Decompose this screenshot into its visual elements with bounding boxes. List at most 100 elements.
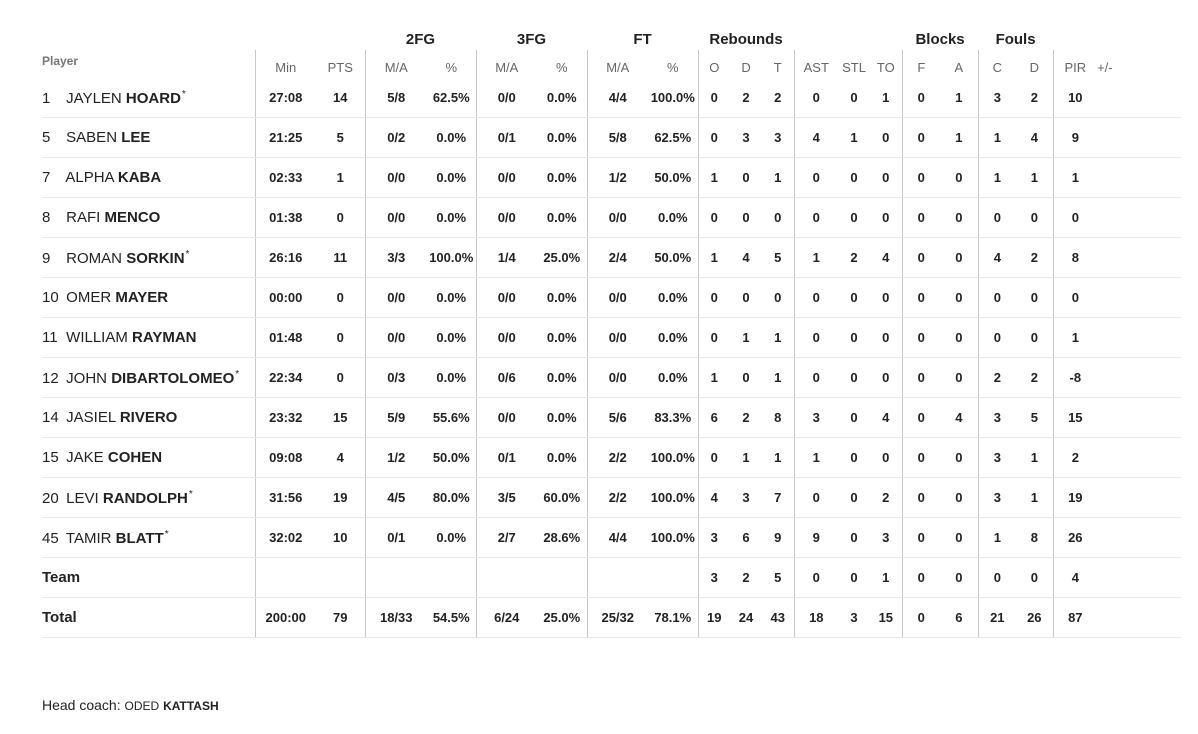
player-reb-t: 0: [762, 197, 795, 238]
player-last-name: MENCO: [104, 209, 161, 226]
player-number: 15: [42, 449, 59, 466]
player-pts: 1: [316, 157, 365, 198]
player-foul-c: 2: [977, 357, 1017, 398]
player-2fg-pct: 55.6%: [427, 397, 476, 438]
player-number: 11: [42, 329, 58, 346]
total-2fg-ma: 18/33: [364, 597, 427, 638]
player-pir: 10: [1052, 78, 1098, 118]
player-ast: 0: [793, 477, 839, 518]
player-ft-pct: 50.0%: [648, 157, 699, 198]
player-2fg-pct: 0.0%: [427, 357, 476, 398]
player-reb-d: 0: [730, 277, 763, 318]
player-ft-pct: 100.0%: [648, 437, 699, 478]
player-stl: 0: [838, 277, 871, 318]
player-foul-c: 3: [977, 437, 1017, 478]
player-reb-o: 4: [697, 477, 731, 518]
player-pir: 0: [1052, 197, 1098, 238]
player-plus-minus: [1097, 277, 1130, 318]
team-ast: 0: [793, 557, 839, 598]
player-last-name: RAYMAN: [132, 329, 197, 346]
player-reb-d: 2: [730, 397, 763, 438]
player-blk-f: 0: [901, 517, 941, 558]
col-ft-ma: M/A: [586, 50, 648, 78]
box-score-table: 2FG 3FG FT Rebounds Blocks Fouls Player …: [42, 28, 1182, 638]
col-foul-d: D: [1029, 59, 1039, 75]
player-reb-o: 1: [697, 237, 731, 278]
player-to: 0: [870, 117, 903, 158]
player-ft-ma: 5/8: [586, 117, 648, 158]
player-to: 2: [870, 477, 903, 518]
starter-marker: *: [181, 88, 186, 100]
player-ast: 0: [793, 157, 839, 198]
player-ft-ma: 5/6: [586, 397, 648, 438]
player-pir: 9: [1052, 117, 1098, 158]
player-foul-c: 3: [977, 397, 1017, 438]
player-reb-t: 1: [762, 317, 795, 358]
player-name: 45 TAMIR BLATT*: [42, 517, 255, 558]
player-reb-d: 0: [730, 357, 763, 398]
col-min: Min: [254, 50, 316, 78]
player-ft-ma: 1/2: [586, 157, 648, 198]
total-reb-d: 24: [730, 597, 763, 638]
player-row: 15 JAKE COHEN 09:08 4 1/2 50.0% 0/1 0.0% 2/2 100…: [42, 437, 1182, 478]
player-blk-f: 0: [901, 437, 941, 478]
player-pts: 15: [316, 397, 365, 438]
team-reb-t: 5: [762, 557, 795, 598]
player-blk-a: 0: [940, 157, 979, 198]
player-reb-t: 1: [762, 357, 795, 398]
team-reb-o: 3: [697, 557, 731, 598]
player-name: 20 LEVI RANDOLPH*: [42, 477, 255, 518]
player-ft-ma: 2/4: [586, 237, 648, 278]
total-pts: 79: [316, 597, 365, 638]
player-row: 12 JOHN DIBARTOLOMEO* 22:34 0 0/3 0.0% 0/6 0.0…: [42, 357, 1182, 398]
total-3fg-ma: 6/24: [475, 597, 537, 638]
team-row: Team 3 2 5 0 0 1 0 0 0 0 4: [42, 557, 1182, 598]
player-foul-d: 2: [1016, 237, 1054, 278]
player-row: 7 ALPHA KABA 02:33 1 0/0 0.0% 0/0 0.0% 1/2 50.0%…: [42, 157, 1182, 198]
player-last-name: LEE: [121, 129, 151, 146]
player-pir: 19: [1052, 477, 1098, 518]
player-ast: 0: [793, 277, 839, 318]
player-plus-minus: [1097, 397, 1130, 438]
player-last-name: KABA: [117, 169, 162, 186]
player-blk-f: 0: [901, 157, 941, 198]
player-name: 12 JOHN DIBARTOLOMEO*: [42, 357, 255, 398]
player-ft-ma: 0/0: [586, 277, 648, 318]
player-number: 5: [42, 129, 51, 146]
starter-marker: *: [164, 528, 169, 540]
player-foul-d: 4: [1016, 117, 1054, 158]
player-row: 10 OMER MAYER 00:00 0 0/0 0.0% 0/0 0.0% 0/0 0.0%…: [42, 277, 1182, 318]
player-stl: 0: [838, 437, 871, 478]
starter-marker: *: [235, 368, 240, 380]
col-ast: AST: [793, 50, 839, 78]
player-2fg-pct: 62.5%: [427, 78, 476, 118]
player-pts: 14: [316, 78, 365, 118]
player-blk-a: 0: [940, 437, 979, 478]
player-min: 22:34: [254, 357, 316, 398]
head-coach-first-name: ODED: [124, 699, 160, 713]
player-last-name: HOARD: [125, 89, 181, 107]
total-min: 200:00: [254, 597, 316, 638]
player-to: 4: [870, 397, 903, 438]
player-to: 0: [870, 357, 903, 398]
group-ft: FT: [633, 30, 652, 48]
player-reb-t: 1: [762, 157, 795, 198]
total-3fg-pct: 25.0%: [537, 597, 587, 638]
player-min: 31:56: [254, 477, 316, 518]
player-reb-o: 6: [697, 397, 731, 438]
player-plus-minus: [1097, 78, 1130, 118]
player-row: 9 ROMAN SORKIN* 26:16 11 3/3 100.0% 1/4 25.0% 2…: [42, 237, 1182, 278]
player-ast: 0: [793, 197, 839, 238]
player-first-name: SABEN: [66, 129, 118, 146]
player-3fg-pct: 0.0%: [537, 157, 587, 198]
starter-marker: *: [188, 488, 193, 500]
player-to: 0: [870, 317, 903, 358]
player-first-name: JOHN: [66, 369, 108, 387]
player-pts: 10: [316, 517, 365, 558]
player-number: 20: [42, 489, 59, 507]
total-reb-o: 19: [697, 597, 731, 638]
player-number: 45: [42, 529, 59, 547]
player-foul-d: 2: [1016, 78, 1054, 118]
player-row: 11 WILLIAM RAYMAN 01:48 0 0/0 0.0% 0/0 0.0% 0/0…: [42, 317, 1182, 358]
col-ft-pct: %: [666, 59, 679, 75]
